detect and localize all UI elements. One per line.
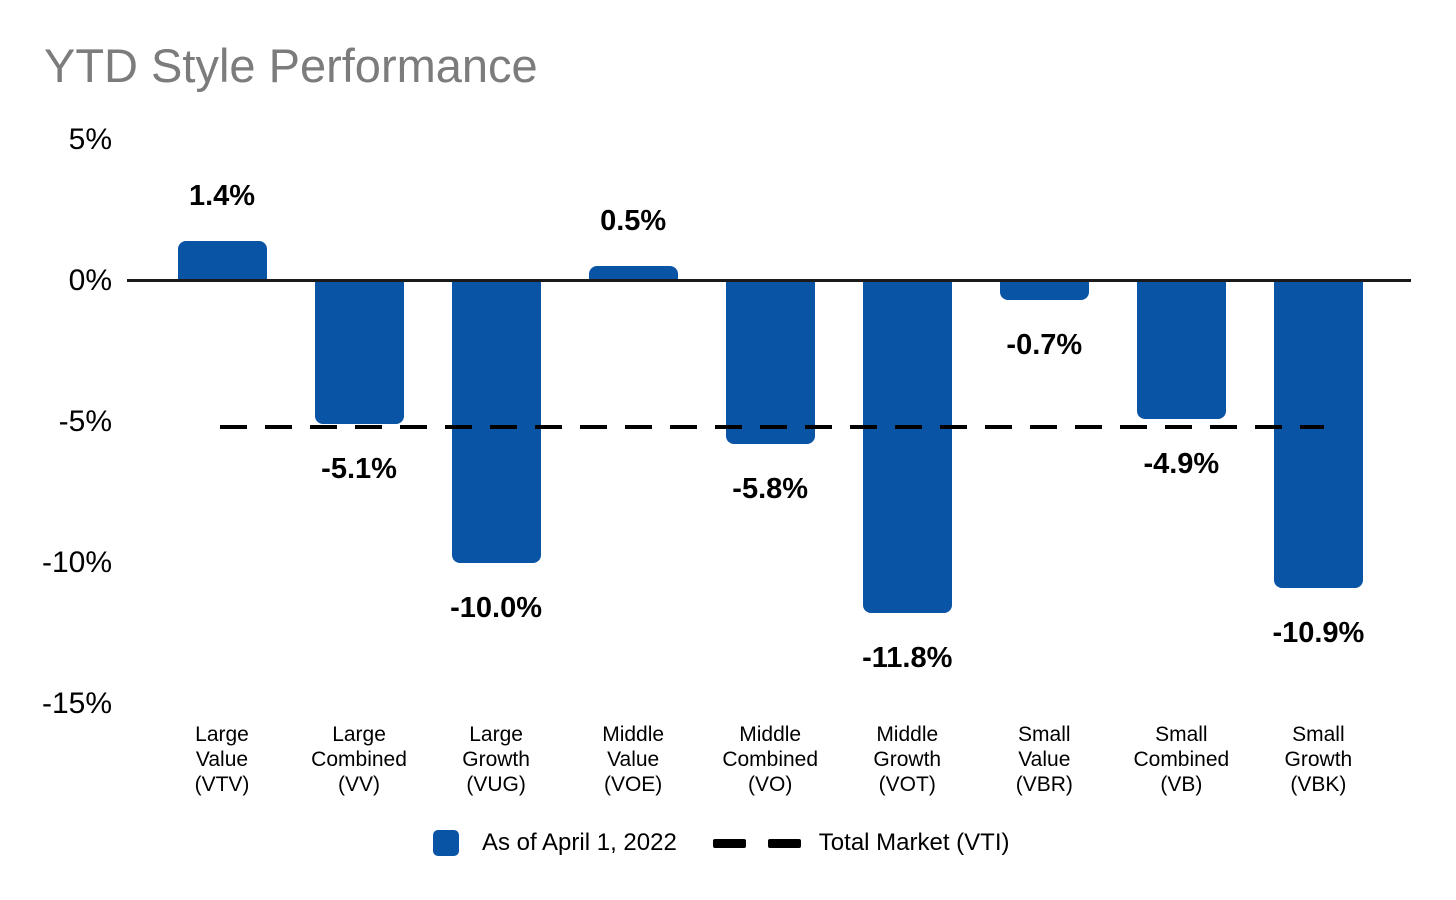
bar-large-combined-vv: [314, 280, 404, 425]
bar-large-growth-vug: [451, 280, 541, 563]
bar-middle-value-voe: [588, 266, 678, 281]
x-axis-label-middle-combined-vo: Middle Combined (VO): [722, 723, 819, 796]
y-axis-tick--5: -5%: [58, 404, 112, 438]
bar-middle-growth-vot: [862, 280, 952, 614]
legend-line-label: Total Market (VTI): [818, 829, 1010, 856]
value-label-large-value-vtv: 1.4%: [188, 180, 256, 213]
value-label-large-growth-vug: -10.0%: [450, 591, 543, 624]
x-axis-label-large-combined-vv: Large Combined (VV): [311, 723, 407, 796]
bar-large-value-vtv: [177, 241, 267, 281]
y-axis-tick--10: -10%: [41, 545, 112, 579]
legend-dashed-line-swatch: [712, 838, 801, 848]
value-label-small-combined-vb: -4.9%: [1143, 447, 1220, 480]
value-label-small-growth-vbk: -10.9%: [1272, 616, 1365, 649]
legend-dash-icon: [767, 838, 801, 848]
y-axis-tick-5: 5%: [68, 122, 112, 156]
y-axis-tick-0: 0%: [68, 263, 112, 297]
legend-bar-swatch: [433, 830, 459, 856]
bar-small-growth-vbk: [1273, 280, 1363, 588]
legend: As of April 1, 2022 Total Market (VTI): [433, 826, 1010, 860]
bar-small-combined-vb: [1136, 280, 1226, 419]
total-market-vti-dashed-line: [220, 425, 1324, 430]
legend-series-label: As of April 1, 2022: [482, 829, 677, 856]
value-label-small-value-vbr: -0.7%: [1006, 329, 1083, 362]
x-axis-label-large-growth-vug: Large Growth (VUG): [462, 723, 530, 796]
x-axis-label-small-growth-vbk: Small Growth (VBK): [1284, 723, 1353, 796]
legend-dash-icon: [712, 838, 746, 848]
x-axis-label-middle-growth-vot: Middle Growth (VOT): [873, 723, 942, 796]
value-label-middle-value-voe: 0.5%: [600, 205, 667, 238]
chart-title: YTD Style Performance: [44, 39, 538, 92]
value-label-middle-combined-vo: -5.8%: [732, 473, 809, 506]
bar-middle-combined-vo: [725, 280, 815, 445]
y-axis-tick--15: -15%: [41, 686, 112, 720]
x-axis-label-large-value-vtv: Large Value (VTV): [194, 723, 250, 796]
x-axis-label-middle-value-voe: Middle Value (VOE): [602, 723, 665, 796]
value-label-middle-growth-vot: -11.8%: [862, 642, 953, 675]
value-label-large-combined-vv: -5.1%: [321, 453, 397, 486]
zero-axis-line: [127, 279, 1411, 282]
bar-small-value-vbr: [999, 280, 1089, 301]
x-axis-label-small-value-vbr: Small Value (VBR): [1015, 723, 1073, 796]
x-axis-label-small-combined-vb: Small Combined (VB): [1133, 723, 1230, 796]
